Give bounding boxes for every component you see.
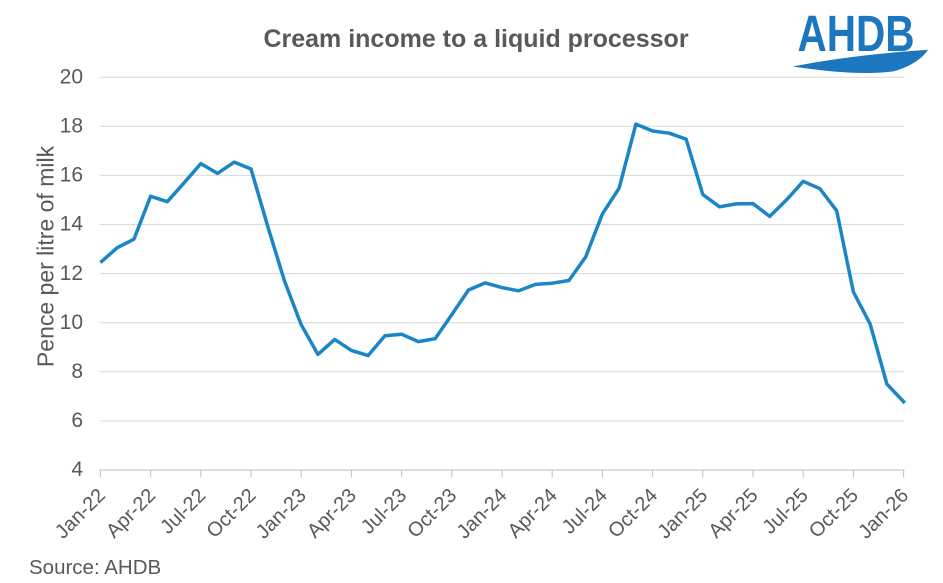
svg-text:8: 8 bbox=[71, 360, 83, 383]
svg-text:16: 16 bbox=[60, 164, 83, 187]
svg-text:20: 20 bbox=[60, 65, 83, 88]
svg-text:Pence per litre of milk: Pence per litre of milk bbox=[33, 145, 59, 367]
svg-text:4: 4 bbox=[71, 458, 83, 481]
svg-text:6: 6 bbox=[71, 409, 83, 432]
svg-text:14: 14 bbox=[60, 213, 84, 236]
svg-text:12: 12 bbox=[60, 262, 83, 285]
svg-text:18: 18 bbox=[60, 115, 83, 138]
svg-text:10: 10 bbox=[60, 311, 83, 334]
svg-text:Cream income to a liquid proce: Cream income to a liquid processor bbox=[263, 25, 688, 53]
svg-text:Source: AHDB: Source: AHDB bbox=[29, 556, 161, 579]
